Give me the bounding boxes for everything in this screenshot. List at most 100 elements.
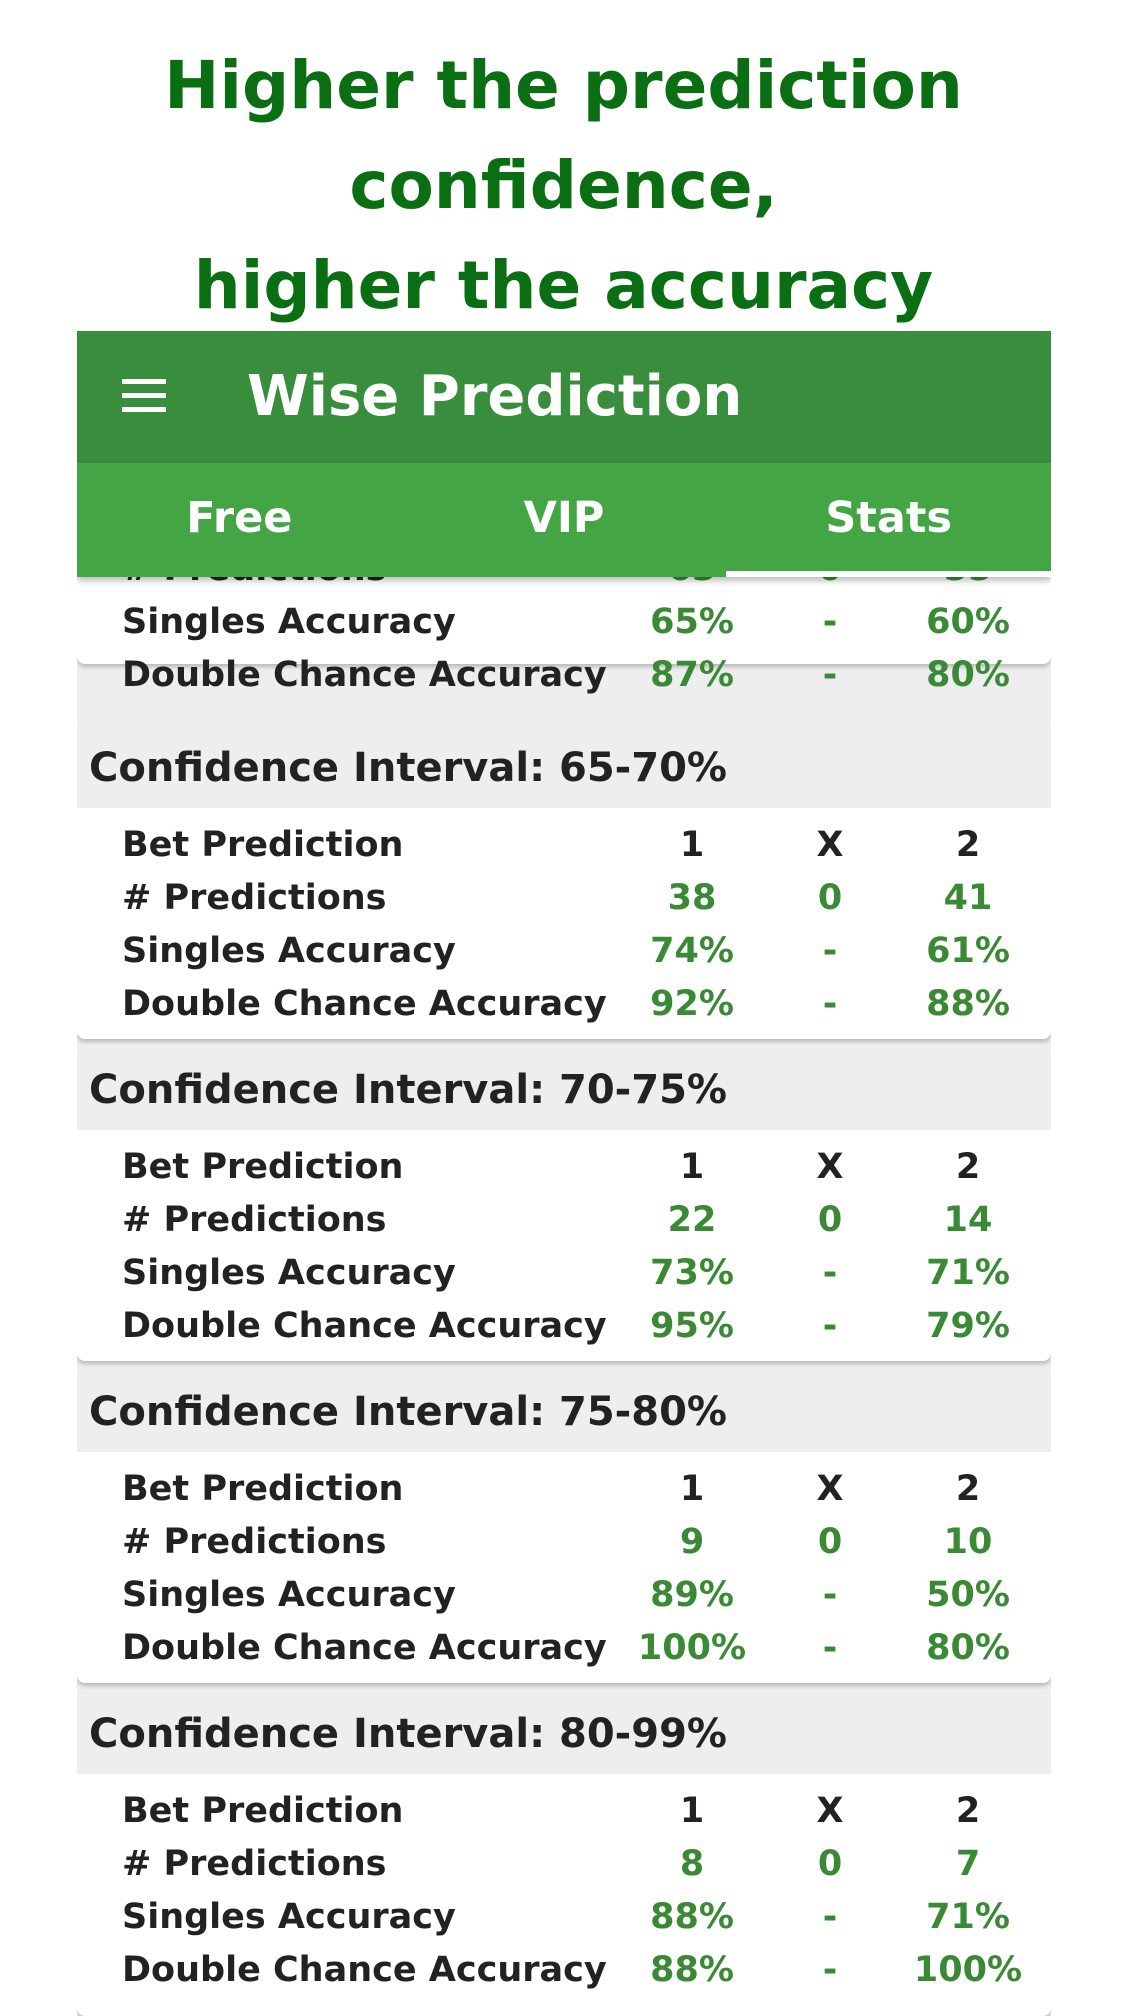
table-row: Singles Accuracy 88% - 71% — [77, 1891, 1051, 1944]
value-home: 22 — [667, 1200, 717, 1240]
value-home: 87% — [650, 655, 734, 695]
value-draw: - — [822, 931, 838, 971]
hamburger-menu-icon[interactable] — [122, 379, 166, 413]
value-home: 74% — [650, 931, 734, 971]
table-row: Double Chance Accuracy 88% - 100% — [77, 1944, 1051, 1997]
value-draw: - — [822, 1950, 838, 1990]
value-home: 89% — [650, 1575, 734, 1615]
header-draw: X — [816, 825, 844, 865]
value-draw: - — [822, 1575, 838, 1615]
row-label: Double Chance Accuracy — [122, 655, 607, 695]
promo-headline: Higher the prediction confidence, higher… — [0, 36, 1127, 336]
value-home: 63 — [622, 577, 762, 596]
value-away: 60% — [926, 602, 1010, 642]
value-away: 14 — [943, 1200, 993, 1240]
table-header-row: Bet Prediction 1 X 2 — [77, 1463, 1051, 1516]
stats-card-80-99: Confidence Interval: 80-99% Bet Predicti… — [77, 1694, 1051, 2016]
row-label: Singles Accuracy — [122, 602, 456, 642]
tab-stats[interactable]: Stats — [726, 463, 1051, 577]
value-away: 55 — [898, 577, 1038, 596]
row-label: Singles Accuracy — [122, 1253, 456, 1293]
value-draw: - — [822, 602, 838, 642]
value-away: 61% — [926, 931, 1010, 971]
value-away: 80% — [926, 1628, 1010, 1668]
row-label: # Predictions — [122, 1844, 387, 1884]
value-home: 65% — [650, 602, 734, 642]
value-draw: 0 — [817, 1522, 843, 1562]
value-home: 38 — [667, 878, 717, 918]
header-draw: X — [816, 1791, 844, 1831]
header-label: Bet Prediction — [122, 1469, 404, 1509]
card-title: Confidence Interval: 80-99% — [89, 1711, 728, 1757]
stats-card-partial: # Predictions 63 0 55 Singles Accuracy 6… — [77, 577, 1051, 695]
table-row: Singles Accuracy 73% - 71% — [77, 1247, 1051, 1300]
row-label: Singles Accuracy — [122, 931, 456, 971]
value-away: 79% — [926, 1306, 1010, 1346]
table-row: Double Chance Accuracy 100% - 80% — [77, 1622, 1051, 1675]
value-draw: - — [822, 1253, 838, 1293]
table-row: # Predictions 9 0 10 — [77, 1516, 1051, 1569]
tab-free[interactable]: Free — [186, 493, 293, 543]
table-header-row: Bet Prediction 1 X 2 — [77, 1785, 1051, 1838]
value-draw: - — [822, 1628, 838, 1668]
stats-card-65-70: Confidence Interval: 65-70% Bet Predicti… — [77, 728, 1051, 1039]
row-label: # Predictions — [122, 1200, 387, 1240]
tab-vip[interactable]: VIP — [523, 493, 605, 543]
card-header: Confidence Interval: 75-80% — [77, 1372, 1051, 1452]
tab-bar: Free VIP Stats — [77, 463, 1051, 577]
row-label: Double Chance Accuracy — [122, 1306, 607, 1346]
table-row: Double Chance Accuracy 87% - 80% — [77, 649, 1051, 702]
value-draw: 0 — [817, 1844, 843, 1884]
value-home: 9 — [679, 1522, 705, 1562]
table-row: Singles Accuracy 74% - 61% — [77, 925, 1051, 978]
app-title: Wise Prediction — [247, 364, 743, 429]
app-bar: Wise Prediction — [77, 331, 1051, 463]
headline-line-1: Higher the prediction — [164, 47, 963, 124]
value-away: 41 — [943, 878, 993, 918]
row-label: Singles Accuracy — [122, 1575, 456, 1615]
row-label: Double Chance Accuracy — [122, 1628, 607, 1668]
table-row: # Predictions 38 0 41 — [77, 872, 1051, 925]
card-title: Confidence Interval: 65-70% — [89, 745, 728, 791]
header-away: 2 — [955, 1147, 981, 1187]
header-home: 1 — [679, 1147, 705, 1187]
headline-line-3: higher the accuracy — [193, 247, 934, 324]
row-label: # Predictions — [122, 1522, 387, 1562]
value-draw: 0 — [760, 577, 900, 596]
table-header-row: Bet Prediction 1 X 2 — [77, 819, 1051, 872]
value-away: 71% — [926, 1253, 1010, 1293]
card-title: Confidence Interval: 75-80% — [89, 1389, 728, 1435]
row-label: Double Chance Accuracy — [122, 984, 607, 1024]
value-away: 71% — [926, 1897, 1010, 1937]
value-home: 88% — [650, 1950, 734, 1990]
value-home: 100% — [637, 1628, 747, 1668]
row-label: # Predictions — [122, 577, 386, 596]
card-header: Confidence Interval: 65-70% — [77, 728, 1051, 808]
header-home: 1 — [679, 1469, 705, 1509]
value-home: 95% — [650, 1306, 734, 1346]
value-away: 100% — [913, 1950, 1023, 1990]
stats-scroll-area[interactable]: # Predictions 63 0 55 Singles Accuracy 6… — [77, 577, 1051, 2016]
header-away: 2 — [955, 1469, 981, 1509]
value-away: 10 — [943, 1522, 993, 1562]
header-label: Bet Prediction — [122, 825, 404, 865]
header-label: Bet Prediction — [122, 1791, 404, 1831]
value-draw: - — [822, 655, 838, 695]
value-home: 92% — [650, 984, 734, 1024]
card-title: Confidence Interval: 70-75% — [89, 1067, 728, 1113]
header-label: Bet Prediction — [122, 1147, 404, 1187]
table-row: # Predictions 22 0 14 — [77, 1194, 1051, 1247]
row-label: Double Chance Accuracy — [122, 1950, 607, 1990]
header-away: 2 — [955, 1791, 981, 1831]
value-draw: 0 — [817, 1200, 843, 1240]
table-row: Singles Accuracy 65% - 60% — [77, 596, 1051, 649]
value-draw: 0 — [817, 878, 843, 918]
table-row: # Predictions 63 0 55 — [77, 577, 1051, 596]
value-home: 88% — [650, 1897, 734, 1937]
stats-card-75-80: Confidence Interval: 75-80% Bet Predicti… — [77, 1372, 1051, 1683]
value-draw: - — [822, 984, 838, 1024]
value-away: 88% — [926, 984, 1010, 1024]
row-label: Singles Accuracy — [122, 1897, 456, 1937]
table-header-row: Bet Prediction 1 X 2 — [77, 1141, 1051, 1194]
table-row: Double Chance Accuracy 95% - 79% — [77, 1300, 1051, 1353]
